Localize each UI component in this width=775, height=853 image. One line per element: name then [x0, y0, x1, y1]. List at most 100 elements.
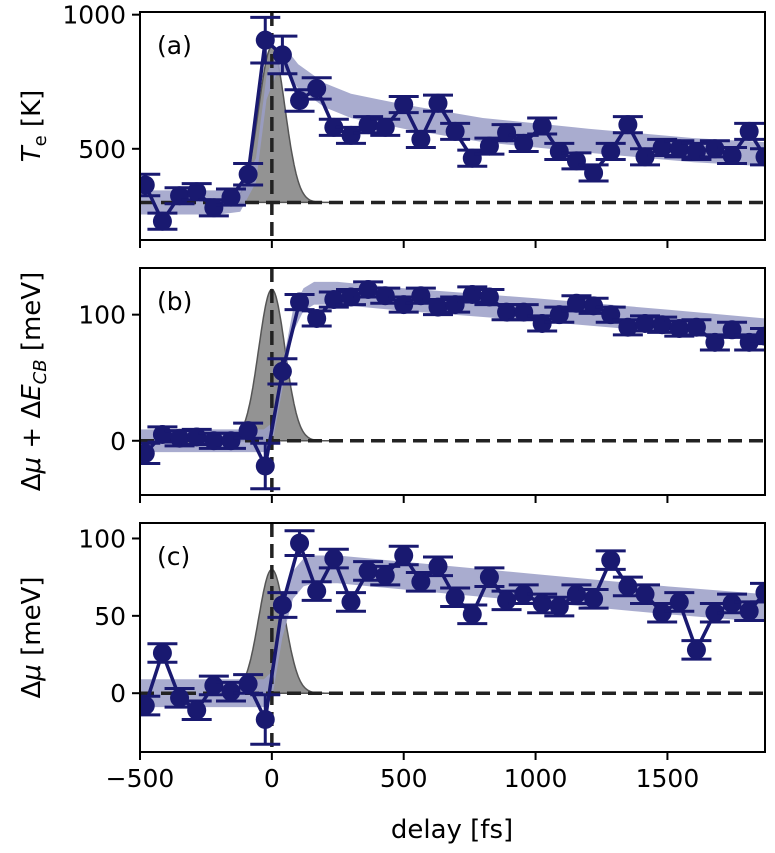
- data-point: [618, 115, 638, 135]
- data-point: [669, 592, 689, 612]
- data-point: [290, 533, 310, 553]
- data-point: [686, 317, 706, 337]
- data-point: [497, 302, 517, 322]
- data-point: [238, 164, 258, 184]
- data-point: [375, 117, 395, 137]
- data-point: [221, 682, 241, 702]
- plot-area: [140, 268, 765, 495]
- y-axis-label-unit: [K]: [17, 90, 47, 136]
- data-point: [140, 696, 155, 716]
- data-point: [601, 550, 621, 570]
- data-point: [152, 211, 172, 231]
- y-axis-label-part: μ: [17, 664, 47, 682]
- data-point: [635, 147, 655, 167]
- data-point: [549, 597, 569, 617]
- data-point: [140, 175, 155, 195]
- data-point: [428, 297, 448, 317]
- data-point: [514, 302, 534, 322]
- data-point: [394, 295, 414, 315]
- data-point: [705, 139, 725, 159]
- data-point: [255, 30, 275, 50]
- data-point: [324, 117, 344, 137]
- data-point: [187, 182, 207, 202]
- data-point: [566, 293, 586, 313]
- data-point: [204, 198, 224, 218]
- data-point: [497, 123, 517, 143]
- data-point: [140, 443, 155, 463]
- data-point: [584, 163, 604, 183]
- y-tick-label: 0: [110, 679, 126, 708]
- data-point: [705, 603, 725, 623]
- data-point: [739, 601, 759, 621]
- data-point: [358, 561, 378, 581]
- data-point: [324, 290, 344, 310]
- y-tick-label: 50: [94, 602, 126, 631]
- data-point: [566, 151, 586, 171]
- y-axis-label: Te [K]: [17, 90, 51, 163]
- data-point: [601, 305, 621, 325]
- data-point: [755, 147, 765, 167]
- x-tick-label: 1000: [504, 764, 568, 793]
- data-point: [170, 688, 190, 708]
- data-point: [445, 295, 465, 315]
- y-axis-label-subscript: e: [30, 135, 51, 146]
- fit-band: [140, 281, 765, 453]
- y-axis-label-part: [meV]: [17, 272, 47, 360]
- data-point: [739, 121, 759, 141]
- data-point: [238, 674, 258, 694]
- data-point: [652, 315, 672, 335]
- data-point: [307, 581, 327, 601]
- data-point: [755, 326, 765, 346]
- data-point: [307, 308, 327, 328]
- y-axis-label-part: CB: [30, 359, 51, 384]
- data-point: [722, 146, 742, 166]
- data-point: [479, 287, 499, 307]
- y-axis-label-part: Δ: [17, 681, 47, 699]
- data-point: [532, 116, 552, 136]
- data-point: [618, 317, 638, 337]
- data-point: [549, 305, 569, 325]
- data-point: [532, 313, 552, 333]
- data-point: [341, 125, 361, 145]
- plot-area: [140, 523, 765, 752]
- data-point: [566, 584, 586, 604]
- x-axis-label: delay [fs]: [391, 815, 513, 845]
- x-tick-label: −500: [106, 764, 175, 793]
- panel-b: 0 100 (b) Δμ + ΔECB [meV]: [17, 267, 766, 503]
- y-tick-label: 100: [78, 301, 126, 330]
- data-point: [635, 313, 655, 333]
- data-point: [601, 141, 621, 161]
- data-point: [428, 93, 448, 113]
- data-point: [428, 556, 448, 576]
- y-axis-label-symbol: T: [17, 144, 47, 162]
- data-point: [341, 287, 361, 307]
- data-point: [170, 428, 190, 448]
- x-tick-label: 500: [380, 764, 428, 793]
- data-point: [170, 186, 190, 206]
- data-point: [705, 332, 725, 352]
- data-point: [635, 584, 655, 604]
- data-point: [739, 332, 759, 352]
- data-point: [722, 320, 742, 340]
- data-point: [722, 593, 742, 613]
- data-point: [445, 587, 465, 607]
- data-point: [394, 545, 414, 565]
- axes-frame: [139, 267, 766, 496]
- y-axis-label-part: E: [17, 384, 47, 401]
- panel-a: 500 1000 (a) Te [K]: [17, 1, 766, 248]
- data-point: [497, 590, 517, 610]
- panel-label: (b): [157, 287, 192, 316]
- data-point: [358, 279, 378, 299]
- data-point: [238, 421, 258, 441]
- data-point: [514, 584, 534, 604]
- y-tick-label: 0: [110, 427, 126, 456]
- data-point: [204, 675, 224, 695]
- data-point: [686, 640, 706, 660]
- y-axis-label-part: μ: [17, 457, 47, 475]
- y-axis-label: Δμ [meV]: [17, 576, 47, 698]
- data-point: [307, 78, 327, 98]
- data-point: [462, 284, 482, 304]
- y-axis-label-part: + Δ: [17, 401, 47, 457]
- x-tick-label: 0: [264, 764, 280, 793]
- axes-frame: [139, 11, 766, 241]
